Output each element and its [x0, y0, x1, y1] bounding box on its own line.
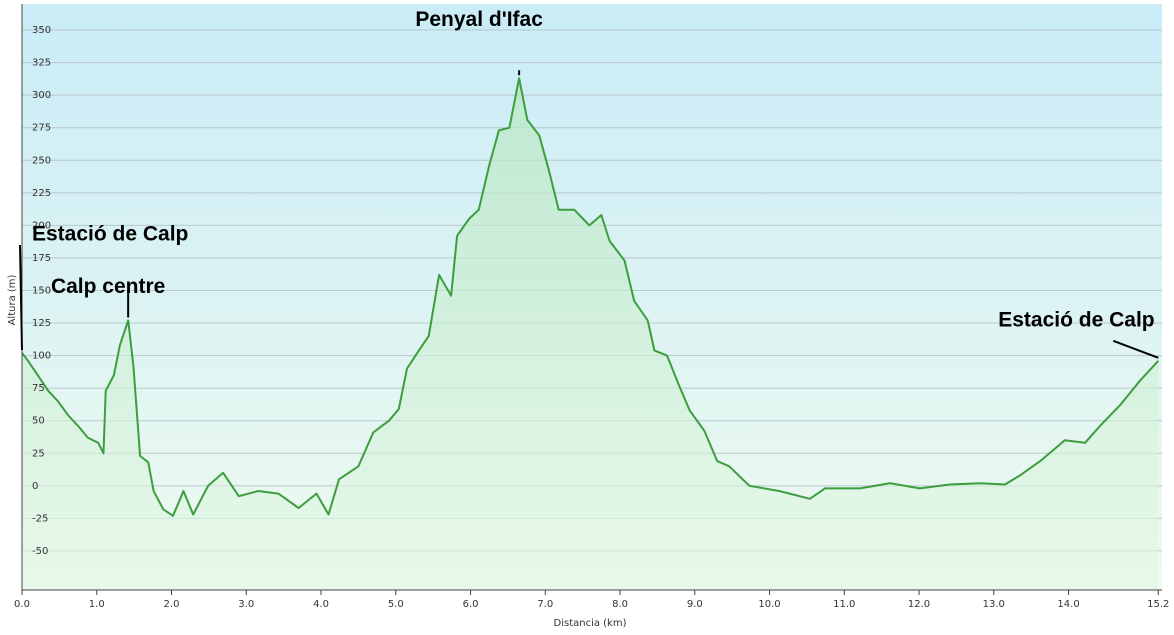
- x-tick-label: 0.0: [14, 599, 30, 610]
- y-tick-label: -25: [32, 513, 48, 524]
- plot: [21, 77, 1160, 590]
- annotation: Calp centre: [51, 275, 165, 298]
- line: [21, 77, 1160, 517]
- x-tick-label: 4.0: [313, 599, 329, 610]
- x-tick-label: 15.2: [1147, 599, 1169, 610]
- y-tick-label: 225: [32, 188, 51, 199]
- annotation: Penyal d'Ifac: [415, 8, 543, 31]
- x-tick-label: 10.0: [758, 599, 780, 610]
- y-tick-label: 250: [32, 155, 51, 166]
- x-tick-label: 13.0: [983, 599, 1005, 610]
- y-tick-label: 75: [32, 383, 45, 394]
- x-tick-label: 3.0: [238, 599, 254, 610]
- y-tick-label: 275: [32, 123, 51, 134]
- y-tick-label: 25: [32, 448, 45, 459]
- y-tick-label: 350: [32, 25, 51, 36]
- x-tick-label: 9.0: [687, 599, 703, 610]
- x-tick-label: 12.0: [908, 599, 930, 610]
- y-tick-label: -50: [32, 546, 48, 557]
- y-tick-label: 300: [32, 90, 51, 101]
- annotation: Estació de Calp: [998, 308, 1154, 331]
- y-tick-label: 100: [32, 351, 51, 362]
- x-tick-label: 14.0: [1057, 599, 1079, 610]
- annotation: Estació de Calp: [32, 223, 188, 246]
- x-axis-label: Distancia (km): [554, 618, 627, 629]
- x-tick-label: 8.0: [612, 599, 628, 610]
- x-tick-label: 7.0: [537, 599, 553, 610]
- y-tick-label: 200: [32, 220, 51, 231]
- area: [22, 78, 1159, 590]
- annotation-leader: [1112, 339, 1159, 359]
- y-tick-label: 175: [32, 253, 51, 264]
- y-tick-label: 325: [32, 58, 51, 69]
- x-tick-label: 2.0: [164, 599, 180, 610]
- x-tick-label: 11.0: [833, 599, 855, 610]
- x-tick-label: 1.0: [89, 599, 105, 610]
- y-tick-label: 125: [32, 318, 51, 329]
- x-tick-label: 5.0: [388, 599, 404, 610]
- annotation-leader: [19, 244, 23, 351]
- y-tick-label: 150: [32, 285, 51, 296]
- y-tick-label: 0: [32, 481, 38, 492]
- y-axis-label: Altura (m): [7, 274, 18, 325]
- y-tick-label: 50: [32, 416, 45, 427]
- x-tick-label: 6.0: [463, 599, 479, 610]
